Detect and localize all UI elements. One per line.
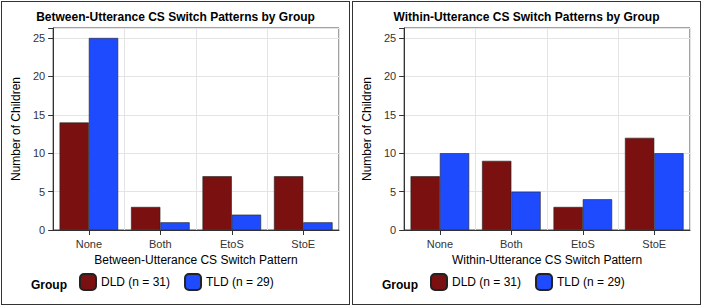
- svg-text:5: 5: [390, 186, 396, 198]
- svg-text:Both: Both: [500, 238, 523, 250]
- svg-text:EtoS: EtoS: [220, 238, 244, 250]
- svg-text:Group: Group: [382, 278, 418, 292]
- svg-text:None: None: [427, 238, 453, 250]
- svg-text:0: 0: [39, 224, 45, 236]
- svg-text:25: 25: [384, 32, 396, 44]
- svg-text:Group: Group: [31, 278, 67, 292]
- svg-text:Between-Utterance CS Switch Pa: Between-Utterance CS Switch Pattern: [94, 253, 297, 267]
- svg-text:0: 0: [390, 224, 396, 236]
- svg-text:TLD (n = 29): TLD (n = 29): [557, 275, 625, 289]
- svg-text:10: 10: [33, 147, 45, 159]
- svg-text:EtoS: EtoS: [571, 238, 595, 250]
- svg-text:15: 15: [384, 109, 396, 121]
- svg-text:Within-Utterance CS Switch Pat: Within-Utterance CS Switch Pattern: [452, 253, 642, 267]
- svg-text:StoE: StoE: [291, 238, 315, 250]
- svg-text:TLD (n = 29): TLD (n = 29): [206, 275, 274, 289]
- svg-text:None: None: [76, 238, 102, 250]
- svg-text:15: 15: [33, 109, 45, 121]
- svg-text:StoE: StoE: [642, 238, 666, 250]
- svg-text:Number of Children: Number of Children: [360, 77, 374, 181]
- svg-text:DLD (n = 31): DLD (n = 31): [452, 275, 521, 289]
- svg-text:Both: Both: [149, 238, 172, 250]
- svg-text:25: 25: [33, 32, 45, 44]
- svg-text:10: 10: [384, 147, 396, 159]
- svg-text:Within-Utterance CS Switch Pat: Within-Utterance CS Switch Patterns by G…: [394, 10, 660, 24]
- svg-text:Between-Utterance CS Switch Pa: Between-Utterance CS Switch Patterns by …: [36, 10, 315, 24]
- svg-text:Number of Children: Number of Children: [9, 77, 23, 181]
- svg-text:20: 20: [33, 70, 45, 82]
- svg-text:20: 20: [384, 70, 396, 82]
- svg-text:5: 5: [39, 186, 45, 198]
- svg-text:DLD (n = 31): DLD (n = 31): [101, 275, 170, 289]
